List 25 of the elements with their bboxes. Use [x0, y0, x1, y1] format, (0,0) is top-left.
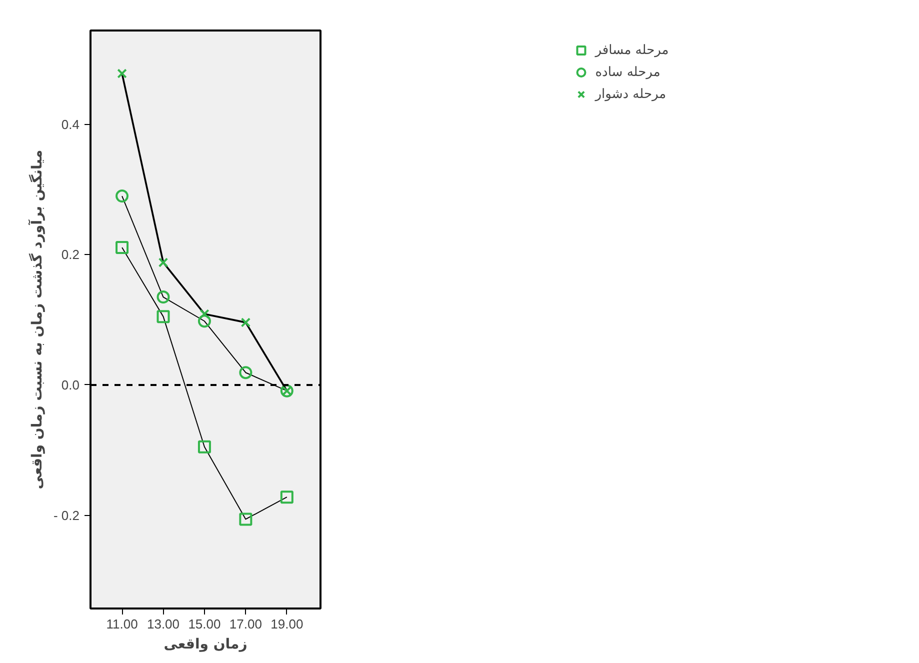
point — [156, 290, 170, 304]
point — [239, 512, 252, 526]
point — [198, 440, 211, 454]
legend-label: مرحله مسافر — [595, 42, 669, 58]
point — [117, 68, 127, 78]
point — [239, 366, 252, 380]
y-tick-label: 0.0 — [61, 377, 80, 392]
point — [158, 258, 168, 268]
point — [280, 490, 294, 504]
point — [116, 190, 129, 203]
point — [156, 310, 170, 324]
y-axis-title: میانگین برآورد گذشت زمان به نسبت زمان واقعی — [27, 150, 46, 490]
x-tick-label: 11.00 — [106, 616, 138, 632]
y-tick-label: 0.2 — [61, 247, 80, 262]
x-axis-title: زمان واقعی — [164, 636, 248, 652]
x-tick-label: 13.00 — [146, 616, 180, 632]
point — [240, 318, 251, 328]
legend-label: مرحله دشوار — [595, 86, 666, 102]
legend-label: مرحله ساده — [595, 64, 660, 80]
y-tick-label: 0.4 — [61, 116, 80, 132]
y-tick-label: - 0.2 — [53, 508, 80, 523]
x-tick-label: 19.00 — [270, 616, 304, 632]
point — [116, 240, 129, 254]
x-tick-label: 15.00 — [188, 616, 221, 632]
x-tick-label: 17.00 — [229, 616, 262, 632]
